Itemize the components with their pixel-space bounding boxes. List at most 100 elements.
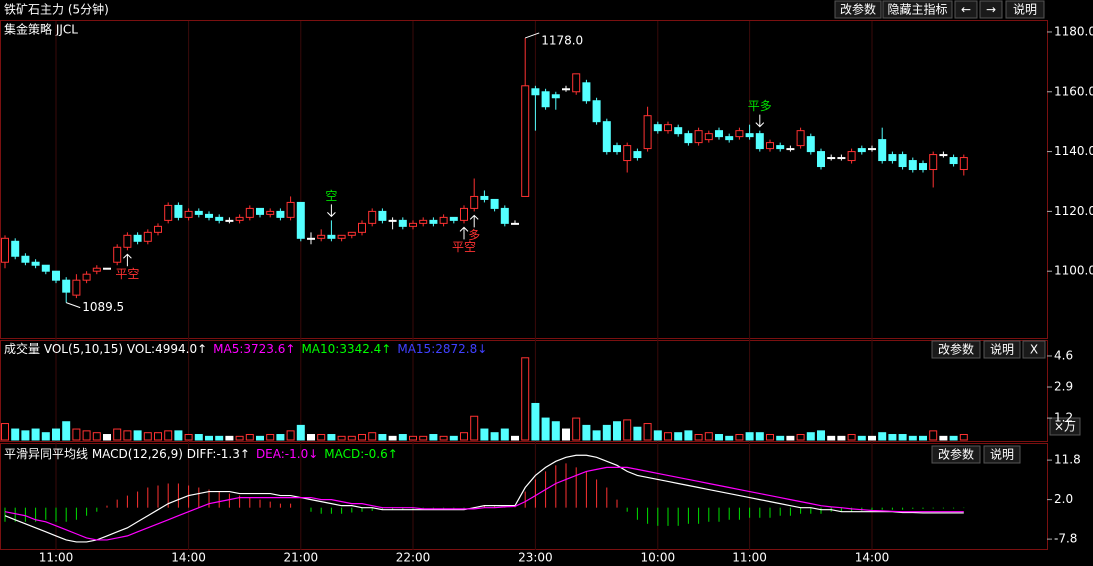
- button[interactable]: [1022, 340, 1046, 359]
- y-tick-label: 1140.0: [1054, 144, 1093, 158]
- window-title: 铁矿石主力 (5分钟): [4, 2, 109, 17]
- button[interactable]: [1005, 0, 1045, 19]
- volume-bar: [806, 432, 815, 441]
- candle-body: [715, 130, 723, 138]
- volume-bar: [113, 428, 122, 441]
- x-tick-label: 14:00: [855, 551, 890, 565]
- header-item: MA10:3342.4↑: [301, 342, 391, 356]
- candle-body: [296, 201, 305, 239]
- volume-bar: [613, 421, 621, 441]
- volume-bar: [959, 434, 968, 441]
- candle-body: [113, 246, 122, 263]
- header-item: MACD:-0.6↑: [324, 447, 397, 461]
- candle-body: [419, 219, 428, 224]
- candle-body: [521, 85, 530, 197]
- volume-bar: [460, 432, 468, 441]
- button[interactable]: [983, 445, 1021, 464]
- candle-body: [776, 145, 785, 150]
- button-label[interactable]: 说明: [990, 447, 1014, 462]
- candle-body: [31, 261, 40, 266]
- button-label[interactable]: 改参数: [840, 2, 876, 17]
- price-panel: [0, 20, 1048, 339]
- volume-bar: [388, 435, 397, 441]
- header-item: MA5:3723.6↑: [213, 342, 295, 356]
- button-label[interactable]: 改参数: [938, 342, 974, 357]
- candle-body: [11, 240, 20, 257]
- signal-arrow: [755, 114, 765, 128]
- volume-bar: [286, 430, 295, 441]
- candle-body: [429, 219, 438, 224]
- volume-bar: [470, 415, 479, 441]
- x-tick-label: 14:00: [171, 551, 206, 565]
- button[interactable]: [882, 0, 953, 19]
- y-tick-label: 1.2: [1054, 411, 1073, 425]
- volume-bar: [347, 435, 356, 441]
- button[interactable]: [983, 340, 1021, 359]
- candle-body: [62, 279, 71, 293]
- button[interactable]: [979, 0, 1003, 19]
- volume-bar: [898, 434, 907, 441]
- volume-bar: [531, 402, 540, 441]
- button[interactable]: [931, 445, 981, 464]
- volume-bar: [572, 417, 581, 441]
- candle-body: [929, 154, 938, 171]
- candle-body: [623, 145, 632, 162]
- volume-bar: [786, 435, 795, 441]
- volume-bar: [623, 419, 632, 441]
- header-item: DEA:-1.0↓: [256, 447, 318, 461]
- volume-bar: [419, 435, 428, 441]
- volume-bar: [92, 432, 101, 441]
- candle-body: [949, 157, 958, 165]
- button-label[interactable]: X: [1030, 343, 1038, 357]
- header-item: 平滑异同平均线 MACD(12,26,9) DIFF:-1.3↑: [4, 447, 250, 461]
- candle-body: [745, 133, 754, 138]
- volume-bar: [521, 357, 530, 441]
- candle-body: [919, 163, 927, 171]
- button[interactable]: [1049, 417, 1081, 436]
- candle-body: [378, 210, 387, 221]
- candle-body: [368, 210, 377, 224]
- y-tick-label: 2.9: [1054, 380, 1073, 394]
- button-label[interactable]: 说明: [1013, 2, 1037, 17]
- button-label[interactable]: →: [986, 3, 996, 17]
- candle-body: [888, 154, 897, 162]
- volume-bar: [878, 432, 887, 441]
- header-item: MA15:2872.8↓: [397, 342, 487, 356]
- button-label[interactable]: 说明: [990, 342, 1014, 357]
- candle-body: [500, 207, 509, 224]
- volume-bar: [72, 428, 81, 441]
- volume-bar: [653, 430, 662, 441]
- candle-body: [898, 154, 907, 168]
- volume-bar: [276, 434, 285, 441]
- candle-body: [398, 219, 407, 227]
- button[interactable]: [954, 0, 978, 19]
- candle-body: [551, 94, 560, 99]
- button-label[interactable]: ←: [961, 3, 971, 17]
- button-label[interactable]: 隐藏主指标: [887, 2, 947, 17]
- panel-header: 成交量 VOL(5,10,15) VOL:4994.0↑ MA5:3723.6↑ M…: [4, 341, 487, 356]
- candle-body: [959, 157, 968, 171]
- macd-dea-line: [4, 466, 964, 541]
- candle-body: [572, 73, 581, 93]
- candle-body: [317, 234, 326, 239]
- candle-body: [194, 210, 203, 215]
- volume-bar: [857, 435, 866, 441]
- volume-bar: [62, 421, 71, 441]
- button-label[interactable]: ×万: [1054, 420, 1076, 434]
- candle-body: [847, 151, 856, 162]
- button[interactable]: [931, 340, 981, 359]
- candle-body: [735, 130, 744, 138]
- volume-bar: [755, 432, 764, 441]
- candle-body: [327, 234, 336, 239]
- button[interactable]: [834, 0, 882, 19]
- candle-body: [225, 219, 234, 222]
- candle-body: [174, 204, 183, 218]
- volume-bar: [358, 434, 366, 441]
- volume-bar: [868, 435, 876, 441]
- button-label[interactable]: 改参数: [938, 447, 974, 462]
- signal-label: 平空: [452, 240, 476, 254]
- y-tick-label: 1120.0: [1054, 204, 1093, 218]
- candle-body: [806, 136, 815, 153]
- candle-body: [633, 151, 642, 159]
